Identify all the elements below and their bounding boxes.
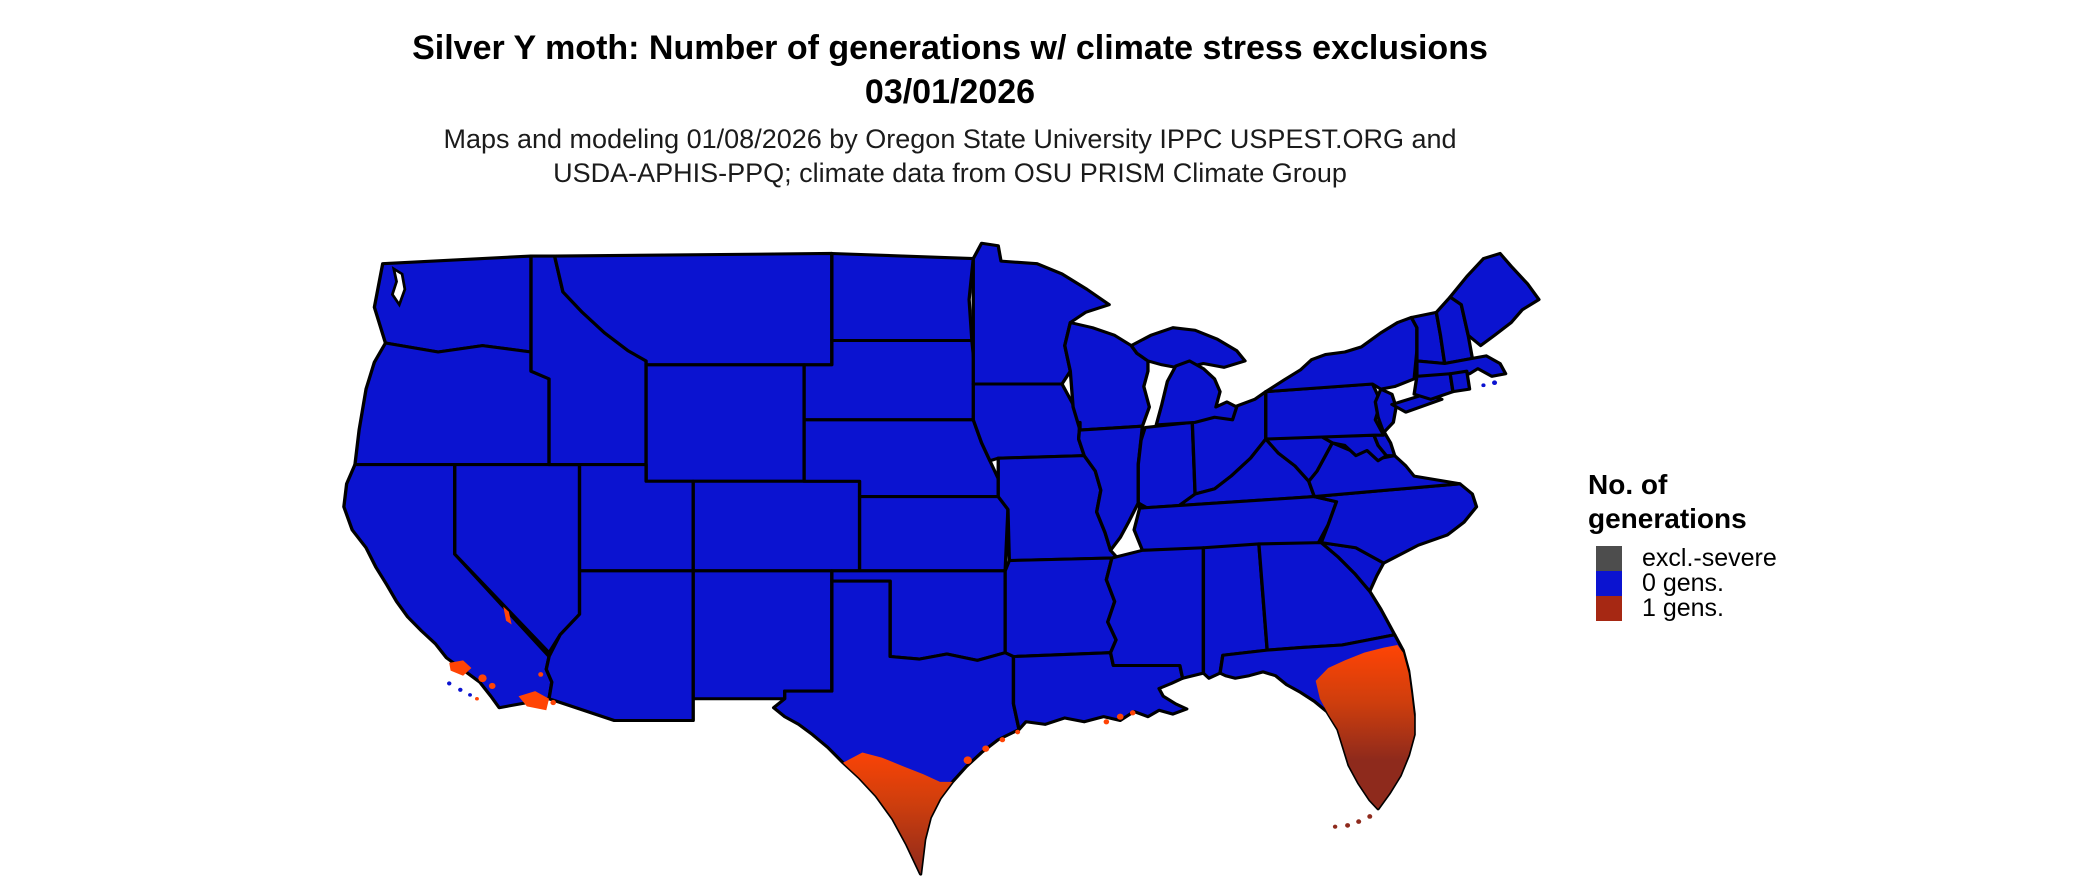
island-dots-layer: [447, 380, 1498, 697]
state-minnesota: [971, 241, 1111, 386]
florida-keys-dots: [1332, 814, 1373, 829]
marthas-vineyard-dot: [1481, 383, 1486, 388]
state-maine: [1448, 251, 1541, 348]
los-angeles-hot-patch: [449, 660, 472, 676]
michigan-upper-peninsula: [1129, 326, 1247, 371]
imperial-valley-hot-patch: [518, 691, 550, 711]
puget-sound-inlet: [390, 266, 407, 308]
state-wyoming: [644, 363, 806, 483]
state-kansas: [857, 495, 1010, 573]
louisiana-delta-hot-dot: [1103, 719, 1110, 725]
legend-swatch-1-gens: [1596, 596, 1622, 621]
channel-island-dot: [468, 693, 472, 697]
legend-title: No. of generations: [1588, 468, 1918, 536]
louisiana-delta-hot-dot: [1129, 710, 1136, 716]
texas-coast-hot-dot: [963, 756, 972, 765]
legend-swatch-excl-severe: [1596, 546, 1622, 571]
state-north-dakota: [830, 251, 975, 343]
us-map-svg: [342, 241, 1541, 876]
map-subtitle: Maps and modeling 01/08/2026 by Oregon S…: [0, 122, 1900, 190]
legend-row-0-gens: 0 gens.: [1588, 569, 1918, 597]
texas-coast-hot-dot: [982, 745, 990, 752]
yuma-hot-dot: [550, 700, 556, 706]
state-iowa: [971, 382, 1086, 463]
one-generation-layer: [449, 606, 1415, 875]
michigan-lower-peninsula: [1154, 359, 1239, 427]
legend: No. of generations excl.-severe 0 gens. …: [1588, 468, 1918, 622]
florida-keys-dot: [1345, 823, 1351, 828]
state-rhode-island: [1448, 369, 1472, 394]
state-new-york: [1264, 315, 1419, 394]
inland-empire-hot-dot: [478, 674, 487, 683]
legend-row-excl-severe: excl.-severe: [1588, 544, 1918, 572]
us-map: [330, 233, 1550, 883]
puget-sound: [390, 266, 407, 308]
death-valley-hot-strip: [503, 606, 512, 625]
state-wisconsin: [1063, 321, 1152, 432]
florida-hot-zone: [1315, 645, 1415, 809]
map-subtitle-line2: USDA-APHIS-PPQ; climate data from OSU PR…: [553, 158, 1347, 188]
south-texas-hot-zone: [842, 752, 953, 875]
state-colorado: [691, 479, 862, 573]
state-arkansas: [1003, 556, 1118, 659]
channel-island-hot-dot: [475, 696, 479, 701]
map-title: Silver Y moth: Number of generations w/ …: [0, 26, 1900, 114]
map-title-line1: Silver Y moth: Number of generations w/ …: [412, 29, 1488, 67]
galveston-hot-dot: [1015, 729, 1021, 735]
state-oregon: [353, 341, 551, 467]
legend-items: excl.-severe 0 gens. 1 gens.: [1588, 544, 1918, 622]
state-pennsylvania: [1264, 382, 1386, 441]
state-new-mexico: [691, 569, 834, 701]
legend-label-0-gens: 0 gens.: [1642, 569, 1725, 597]
legend-label-1-gens: 1 gens.: [1642, 594, 1725, 622]
florida-keys-dot: [1367, 814, 1373, 819]
florida-keys-dot: [1356, 819, 1362, 824]
inland-empire-hot-dot: [488, 682, 496, 690]
louisiana-delta-hot-dot: [1116, 713, 1124, 720]
state-utah: [577, 463, 695, 573]
hot-orange-patches: [449, 606, 1136, 765]
legend-row-1-gens: 1 gens.: [1588, 594, 1918, 622]
phoenix-hot-dot: [538, 672, 544, 677]
state-north-carolina: [1312, 482, 1479, 565]
channel-island-dot: [458, 687, 463, 692]
state-connecticut: [1412, 372, 1455, 401]
state-new-jersey: [1373, 387, 1398, 435]
nantucket-dot: [1492, 380, 1498, 386]
legend-title-line1: No. of: [1588, 469, 1668, 500]
channel-island-dot: [447, 681, 452, 686]
state-mississippi: [1104, 546, 1206, 680]
legend-title-line2: generations: [1588, 503, 1747, 534]
legend-swatch-0-gens: [1596, 571, 1622, 596]
florida-keys-dot: [1332, 824, 1338, 829]
map-subtitle-line1: Maps and modeling 01/08/2026 by Oregon S…: [443, 124, 1457, 154]
texas-coast-hot-dot: [999, 737, 1006, 743]
legend-label-excl-severe: excl.-severe: [1642, 544, 1777, 572]
states-layer: [342, 241, 1541, 876]
map-title-date: 03/01/2026: [864, 73, 1036, 111]
